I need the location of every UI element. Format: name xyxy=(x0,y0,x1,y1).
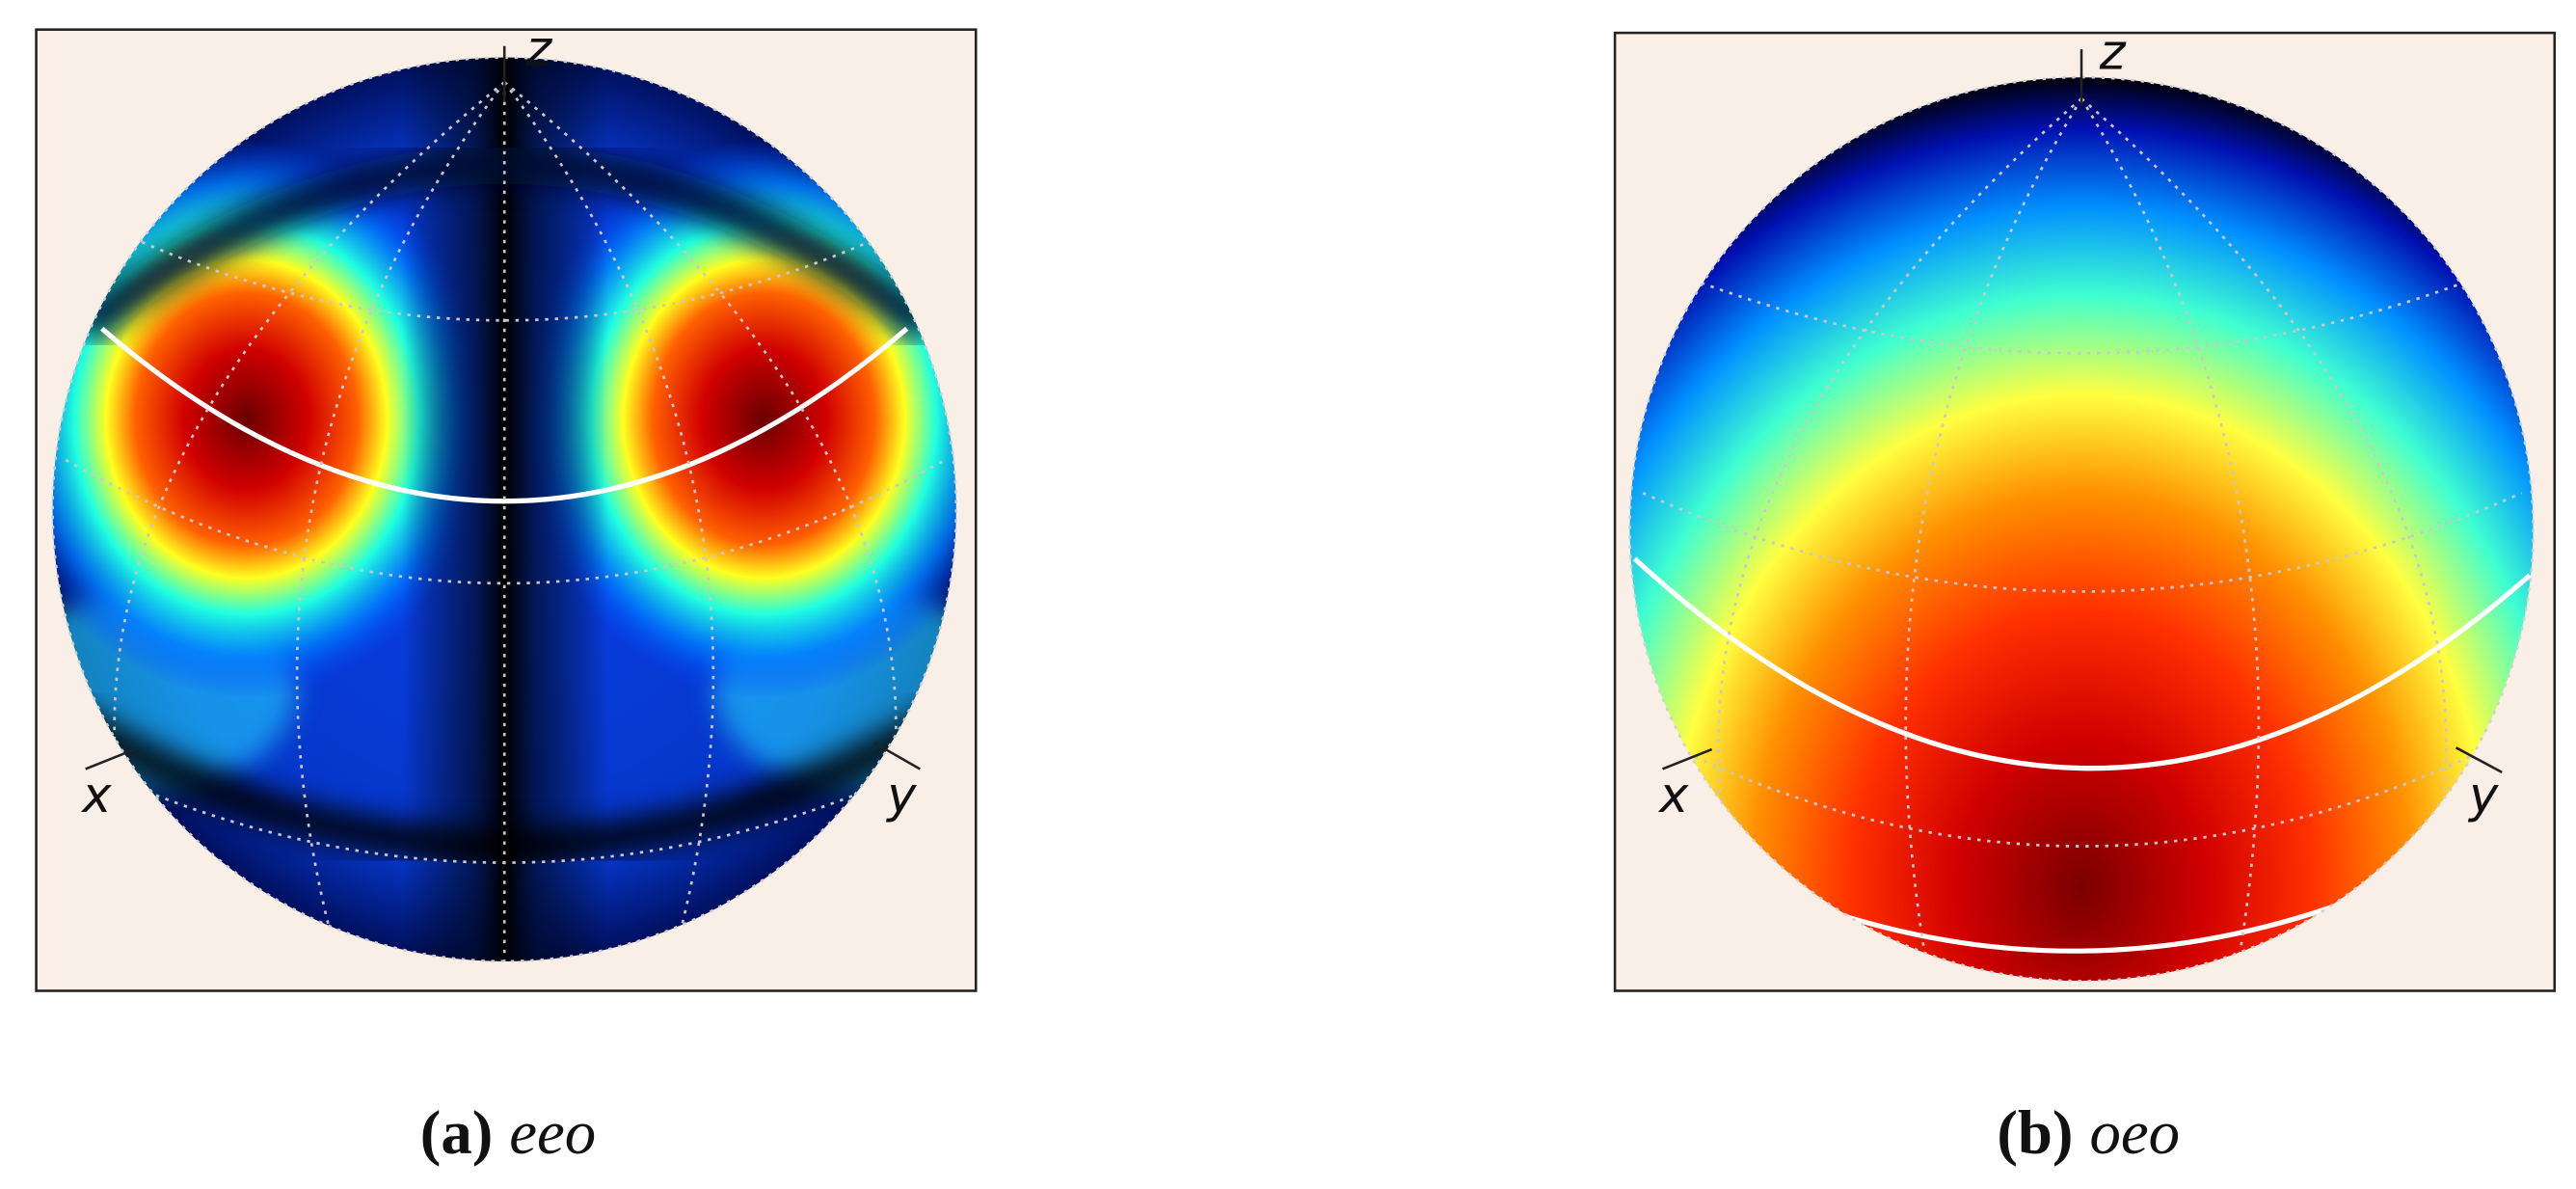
panel-caption: eeo xyxy=(509,1098,596,1168)
meridian-line xyxy=(2080,97,2261,982)
dark-band xyxy=(69,145,941,344)
axis-label: z xyxy=(524,21,552,78)
axis-tick xyxy=(872,742,921,770)
axis-label: y xyxy=(885,768,917,824)
latitude-line xyxy=(114,229,897,322)
contour-line xyxy=(100,326,909,504)
sphere-outline xyxy=(1628,75,2535,983)
axis-label: y xyxy=(2467,768,2499,824)
meridian-line xyxy=(2080,97,2448,921)
axis-tick xyxy=(2455,746,2503,773)
contour-line xyxy=(1632,556,2532,771)
meridian-line xyxy=(295,81,506,961)
latitude-line xyxy=(65,458,946,585)
meridian-line xyxy=(113,81,506,921)
dark-band xyxy=(52,690,956,865)
axis-label: x xyxy=(1657,768,1689,824)
meridian-line xyxy=(1716,97,2082,921)
meridian-line xyxy=(503,81,715,961)
sphere xyxy=(1629,77,2534,982)
sphere xyxy=(52,57,956,961)
panel-label: (b) xyxy=(1997,1098,2073,1168)
sphere-outline xyxy=(51,56,958,963)
axis-label: z xyxy=(2099,25,2127,82)
panel-label: (a) xyxy=(420,1098,494,1168)
axis-label: x xyxy=(80,768,112,824)
axis-tick xyxy=(1662,747,1713,770)
panel-caption: oeo xyxy=(2090,1098,2181,1168)
axis-tick xyxy=(85,747,136,770)
latitude-line xyxy=(1642,491,2523,593)
sphere-surface xyxy=(1629,77,2534,982)
